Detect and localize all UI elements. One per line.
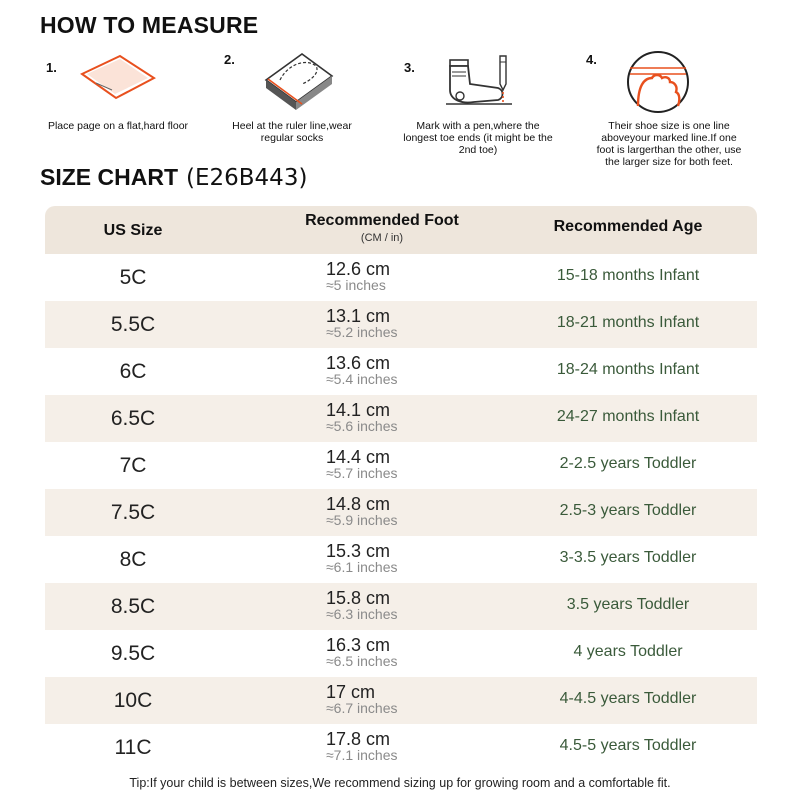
cell-foot-length: 14.1 cm ≈5.6 inches: [326, 401, 398, 434]
step-caption: Their shoe size is one line aboveyour ma…: [596, 120, 742, 168]
header-foot-label: Recommended Foot: [305, 212, 459, 229]
sock-and-pen-icon: [446, 55, 512, 105]
header-us-size-label: US Size: [103, 222, 163, 239]
cell-foot-length: 13.1 cm ≈5.2 inches: [326, 307, 398, 340]
cell-recommended-age: 18-24 months Infant: [556, 361, 700, 378]
cell-foot-length: 17.8 cm ≈7.1 inches: [326, 730, 398, 763]
table-row: 5.5C 13.1 cm ≈5.2 inches 18-21 months Infan…: [45, 301, 757, 348]
step-number: 1.: [46, 60, 57, 75]
header-us-size: US Size: [45, 222, 221, 240]
cell-us-size: 7C: [119, 454, 147, 477]
table-row: 10C 17 cm ≈6.7 inches 4-4.5 years Toddler: [45, 677, 757, 724]
cell-recommended-age: 4.5-5 years Toddler: [559, 737, 697, 754]
cell-foot-length: 15.8 cm ≈6.3 inches: [326, 589, 398, 622]
cell-foot-inches: ≈5 inches: [326, 277, 386, 293]
cell-foot-inches: ≈7.1 inches: [326, 747, 398, 763]
cell-us-size: 6.5C: [110, 407, 156, 430]
cell-recommended-age: 2-2.5 years Toddler: [559, 455, 697, 472]
how-to-measure-title: HOW TO MEASURE: [40, 12, 259, 38]
measure-step-1: 1. Place page on a flat,hard floor: [40, 50, 220, 190]
cell-recommended-age: 4 years Toddler: [573, 643, 683, 660]
cell-foot-cm: 14.8 cm: [326, 494, 391, 514]
table-row: 5C 12.6 cm ≈5 inches 15-18 months Infant: [45, 254, 757, 301]
table-row: 8.5C 15.8 cm ≈6.3 inches 3.5 years Toddler: [45, 583, 757, 630]
cell-recommended-age: 3.5 years Toddler: [566, 596, 690, 613]
cell-foot-cm: 16.3 cm: [326, 635, 391, 655]
cell-us-size: 8.5C: [110, 595, 156, 618]
product-code: (E26B443): [186, 165, 308, 191]
cell-us-size: 5C: [119, 266, 147, 289]
measure-step-4: 4. Their shoe size is one line aboveyour…: [584, 50, 764, 190]
cell-foot-length: 13.6 cm ≈5.4 inches: [326, 354, 398, 387]
table-row: 6.5C 14.1 cm ≈5.6 inches 24-27 months Infan…: [45, 395, 757, 442]
cell-recommended-age: 24-27 months Infant: [556, 408, 700, 425]
heel-on-line-icon: [264, 53, 334, 110]
cell-foot-length: 15.3 cm ≈6.1 inches: [326, 542, 398, 575]
cell-foot-length: 16.3 cm ≈6.5 inches: [326, 636, 398, 669]
cell-foot-length: 12.6 cm ≈5 inches: [326, 260, 390, 293]
cell-us-size: 10C: [113, 689, 153, 712]
paper-sheet-icon: [80, 54, 156, 100]
step-caption: Place page on a flat,hard floor: [47, 120, 189, 132]
table-header: US Size Recommended Foot (CM / in) Recom…: [45, 206, 757, 254]
cell-foot-inches: ≈5.9 inches: [326, 512, 398, 528]
cell-foot-length: 14.4 cm ≈5.7 inches: [326, 448, 398, 481]
size-chart-title: SIZE CHART (E26B443): [40, 164, 307, 191]
size-chart-title-text: SIZE CHART: [40, 164, 178, 190]
cell-foot-length: 14.8 cm ≈5.9 inches: [326, 495, 398, 528]
sizing-tip: Tip:If your child is between sizes,We re…: [129, 776, 671, 790]
step-number: 2.: [224, 52, 235, 67]
cell-us-size: 5.5C: [110, 313, 156, 336]
cell-foot-cm: 13.6 cm: [326, 353, 391, 373]
header-age-label: Recommended Age: [553, 218, 703, 235]
cell-recommended-age: 4-4.5 years Toddler: [559, 690, 697, 707]
cell-foot-cm: 15.8 cm: [326, 588, 391, 608]
table-row: 8C 15.3 cm ≈6.1 inches 3-3.5 years Toddler: [45, 536, 757, 583]
table-row: 11C 17.8 cm ≈7.1 inches 4.5-5 years Toddler: [45, 724, 757, 770]
cell-foot-inches: ≈5.4 inches: [326, 371, 398, 387]
cell-foot-inches: ≈6.5 inches: [326, 653, 398, 669]
cell-foot-length: 17 cm ≈6.7 inches: [326, 683, 398, 716]
cell-foot-cm: 17 cm: [326, 682, 376, 702]
cell-us-size: 9.5C: [110, 642, 156, 665]
cell-us-size: 8C: [119, 548, 147, 571]
cell-foot-inches: ≈5.7 inches: [326, 465, 398, 481]
cell-foot-cm: 13.1 cm: [326, 306, 391, 326]
cell-us-size: 11C: [114, 736, 152, 759]
step-number: 3.: [404, 60, 415, 75]
size-chart-table: US Size Recommended Foot (CM / in) Recom…: [45, 206, 757, 770]
step-caption: Mark with a pen,where the longest toe en…: [403, 120, 553, 156]
cell-foot-inches: ≈5.2 inches: [326, 324, 398, 340]
cell-foot-cm: 15.3 cm: [326, 541, 391, 561]
measure-step-3: 3. Mark with a pen,where the longest toe…: [402, 50, 582, 190]
cell-recommended-age: 15-18 months Infant: [556, 267, 700, 284]
cell-us-size: 6C: [119, 360, 147, 383]
cell-recommended-age: 3-3.5 years Toddler: [559, 549, 697, 566]
cell-foot-inches: ≈5.6 inches: [326, 418, 398, 434]
table-row: 9.5C 16.3 cm ≈6.5 inches 4 years Toddler: [45, 630, 757, 677]
cell-foot-cm: 14.4 cm: [326, 447, 391, 467]
cell-recommended-age: 2.5-3 years Toddler: [559, 502, 697, 519]
header-recommended-foot: Recommended Foot (CM / in): [277, 212, 487, 244]
cell-foot-cm: 12.6 cm: [326, 259, 391, 279]
cell-us-size: 7.5C: [110, 501, 156, 524]
table-row: 6C 13.6 cm ≈5.4 inches 18-24 months Infant: [45, 348, 757, 395]
toe-over-line-icon: [627, 51, 689, 113]
cell-foot-inches: ≈6.1 inches: [326, 559, 398, 575]
cell-foot-inches: ≈6.3 inches: [326, 606, 398, 622]
table-row: 7C 14.4 cm ≈5.7 inches 2-2.5 years Toddler: [45, 442, 757, 489]
header-foot-unit: (CM / in): [360, 232, 404, 244]
step-number: 4.: [586, 52, 597, 67]
header-recommended-age: Recommended Age: [511, 218, 745, 236]
step-caption: Heel at the ruler line,wear regular sock…: [232, 120, 352, 144]
cell-foot-cm: 14.1 cm: [326, 400, 391, 420]
measure-step-2: 2. Heel at the ruler line,wear regular s…: [222, 50, 402, 190]
cell-foot-cm: 17.8 cm: [326, 729, 391, 749]
cell-recommended-age: 18-21 months Infant: [556, 314, 700, 331]
cell-foot-inches: ≈6.7 inches: [326, 700, 398, 716]
table-row: 7.5C 14.8 cm ≈5.9 inches 2.5-3 years Toddle…: [45, 489, 757, 536]
